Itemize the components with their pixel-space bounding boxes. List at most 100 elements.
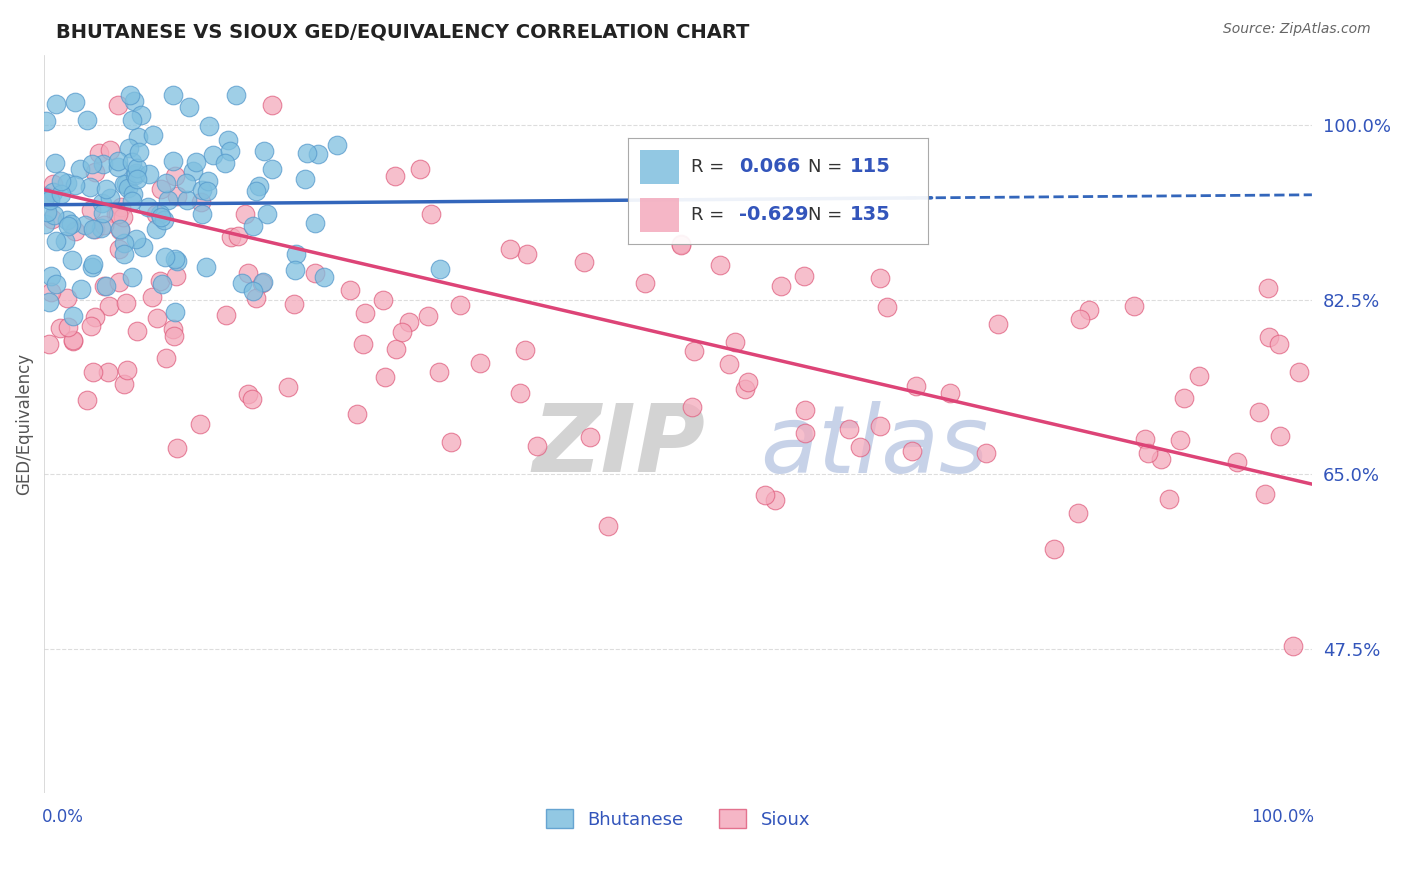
Point — [96, 182, 118, 196]
Point — [79, 180, 101, 194]
Point — [1078, 302, 1101, 317]
Point — [45, 277, 67, 292]
Point — [121, 112, 143, 127]
Point — [157, 193, 180, 207]
Point — [107, 160, 129, 174]
Point — [115, 177, 138, 191]
Point — [37, 205, 59, 219]
Point — [974, 446, 997, 460]
Point — [82, 257, 104, 271]
Point — [115, 295, 138, 310]
Point — [132, 239, 155, 253]
Point — [1069, 311, 1091, 326]
Point — [245, 291, 267, 305]
Point — [409, 161, 432, 176]
Point — [427, 365, 450, 379]
Point — [191, 207, 214, 221]
Point — [449, 298, 471, 312]
Point — [94, 278, 117, 293]
Point — [149, 274, 172, 288]
Point — [97, 365, 120, 379]
Point — [201, 148, 224, 162]
Point — [718, 357, 741, 371]
Point — [1281, 640, 1303, 654]
Point — [794, 402, 817, 417]
Point — [128, 145, 150, 160]
Point — [107, 275, 129, 289]
Point — [669, 236, 692, 251]
Point — [51, 174, 73, 188]
Point — [93, 218, 115, 232]
Point — [89, 145, 111, 160]
Point — [76, 393, 98, 408]
Point — [150, 182, 173, 196]
Point — [1188, 369, 1211, 384]
Point — [326, 137, 349, 152]
Point — [166, 189, 188, 203]
Point — [76, 113, 98, 128]
Point — [45, 235, 67, 249]
Point — [509, 386, 531, 401]
Point — [1173, 391, 1195, 405]
Point — [681, 400, 703, 414]
Point — [262, 162, 284, 177]
Point — [117, 181, 139, 195]
Point — [107, 154, 129, 169]
Point — [1168, 433, 1191, 447]
Point — [724, 335, 747, 350]
Point — [41, 212, 63, 227]
Point — [987, 317, 1010, 331]
Point — [45, 96, 67, 111]
Point — [371, 293, 394, 308]
Point — [125, 166, 148, 180]
Point — [1257, 281, 1279, 295]
Point — [112, 235, 135, 250]
Point — [314, 270, 336, 285]
Point — [277, 379, 299, 393]
Point — [41, 268, 63, 283]
Point — [60, 217, 83, 231]
Point — [526, 439, 548, 453]
Point — [1150, 452, 1173, 467]
Point — [217, 133, 239, 147]
Point — [129, 108, 152, 122]
Text: Source: ZipAtlas.com: Source: ZipAtlas.com — [1223, 22, 1371, 37]
Point — [56, 176, 79, 190]
Point — [127, 172, 149, 186]
Point — [165, 269, 187, 284]
Point — [242, 219, 264, 233]
Point — [125, 232, 148, 246]
Point — [1258, 330, 1281, 344]
Y-axis label: GED/Equivalency: GED/Equivalency — [15, 353, 32, 495]
Point — [112, 247, 135, 261]
Point — [56, 320, 79, 334]
Point — [1042, 542, 1064, 557]
Point — [55, 212, 77, 227]
Point — [41, 178, 63, 192]
Point — [98, 299, 121, 313]
Point — [39, 193, 62, 207]
Point — [69, 282, 91, 296]
Point — [82, 222, 104, 236]
Point — [225, 88, 247, 103]
Bar — [640, 197, 679, 232]
Point — [38, 337, 60, 351]
Point — [108, 223, 131, 237]
Point — [127, 130, 149, 145]
Point — [165, 252, 187, 267]
Text: 0.066: 0.066 — [738, 157, 800, 177]
Point — [188, 417, 211, 432]
Point — [163, 169, 186, 184]
Point — [69, 162, 91, 177]
Point — [869, 419, 891, 434]
Point — [110, 200, 132, 214]
Point — [252, 276, 274, 290]
Point — [235, 207, 257, 221]
Point — [93, 279, 115, 293]
Point — [1136, 446, 1159, 460]
Point — [904, 379, 927, 393]
Point — [162, 321, 184, 335]
Point — [163, 305, 186, 319]
Point — [231, 277, 253, 291]
Point — [162, 154, 184, 169]
